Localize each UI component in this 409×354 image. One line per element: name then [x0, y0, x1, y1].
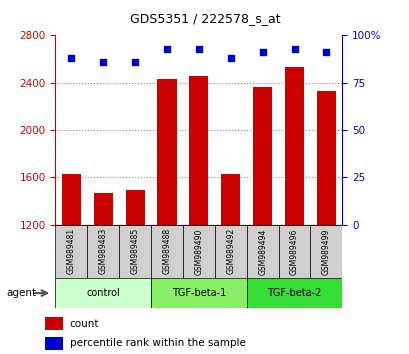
FancyBboxPatch shape — [278, 225, 310, 278]
Bar — [284, 67, 303, 225]
Text: GDS5351 / 222578_s_at: GDS5351 / 222578_s_at — [129, 12, 280, 25]
FancyBboxPatch shape — [310, 225, 342, 278]
Text: GSM989499: GSM989499 — [321, 228, 330, 275]
Point — [100, 59, 106, 65]
Text: GSM989481: GSM989481 — [67, 228, 76, 274]
Text: GSM989492: GSM989492 — [226, 228, 235, 274]
Text: TGF-beta-2: TGF-beta-2 — [267, 288, 321, 298]
Point — [163, 46, 170, 51]
FancyBboxPatch shape — [182, 225, 214, 278]
Bar — [62, 174, 81, 225]
FancyBboxPatch shape — [87, 225, 119, 278]
Bar — [45, 318, 63, 330]
FancyBboxPatch shape — [119, 225, 151, 278]
FancyBboxPatch shape — [151, 225, 182, 278]
Text: count: count — [70, 319, 99, 329]
Text: percentile rank within the sample: percentile rank within the sample — [70, 338, 245, 348]
Text: GSM989483: GSM989483 — [99, 228, 108, 274]
Point — [227, 55, 234, 61]
FancyBboxPatch shape — [246, 225, 278, 278]
Point — [259, 50, 265, 55]
Point — [68, 55, 74, 61]
Bar — [125, 190, 144, 225]
Text: GSM989496: GSM989496 — [289, 228, 298, 275]
FancyBboxPatch shape — [151, 278, 246, 308]
Text: GSM989494: GSM989494 — [258, 228, 267, 275]
Text: TGF-beta-1: TGF-beta-1 — [171, 288, 225, 298]
Text: GSM989485: GSM989485 — [130, 228, 139, 274]
Point — [195, 46, 202, 51]
Text: agent: agent — [6, 288, 36, 298]
Text: GSM989488: GSM989488 — [162, 228, 171, 274]
FancyBboxPatch shape — [246, 278, 342, 308]
Bar — [316, 91, 335, 225]
FancyBboxPatch shape — [214, 225, 246, 278]
Point — [322, 50, 329, 55]
FancyBboxPatch shape — [55, 225, 87, 278]
FancyBboxPatch shape — [55, 278, 151, 308]
Text: GSM989490: GSM989490 — [194, 228, 203, 275]
Bar — [45, 337, 63, 350]
Bar — [252, 87, 272, 225]
Bar — [189, 76, 208, 225]
Point — [131, 59, 138, 65]
Bar — [220, 174, 240, 225]
Bar — [157, 79, 176, 225]
Point — [290, 46, 297, 51]
Text: control: control — [86, 288, 120, 298]
Bar — [93, 193, 112, 225]
